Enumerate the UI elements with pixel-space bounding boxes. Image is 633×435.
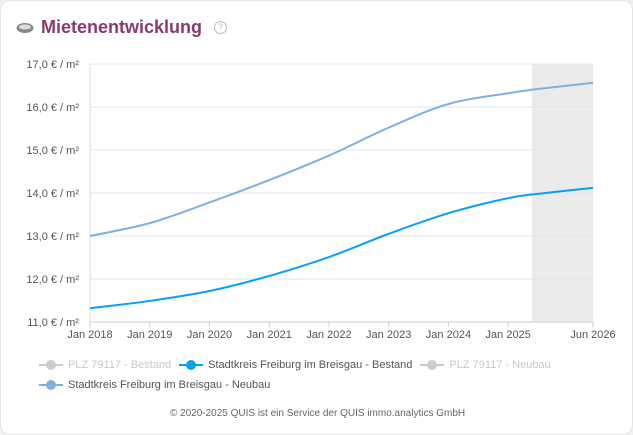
x-tick-label: Jan 2020 [187,329,232,341]
card-header: Mietenentwicklung ? [15,17,228,38]
series-line [89,186,594,310]
x-tick-label: Jun 2026 [570,329,615,341]
legend-item[interactable]: PLZ 79117 - Neubau [420,359,551,371]
y-tick-label: 12,0 € / m² [26,274,79,286]
copyright-footer: © 2020-2025 QUIS ist ein Service der QUI… [169,408,466,419]
coins-icon [16,22,34,33]
x-tick-label: Jan 2019 [127,329,172,341]
x-tick-label: Jan 2023 [366,329,411,341]
legend-item[interactable]: Stadtkreis Freiburg im Breisgau - Bestan… [179,359,412,371]
y-tick-label: 17,0 € / m² [26,59,79,71]
legend-marker-icon [39,380,63,390]
line-chart: 11,0 € / m² 12,0 € / m² 13,0 € / m² 14,0 € … [26,59,615,341]
series-line [89,81,594,237]
y-tick-label: 13,0 € / m² [26,231,79,243]
legend-marker-icon [420,360,445,370]
y-tick-label: 15,0 € / m² [26,145,79,157]
card-title: Mietenentwicklung [41,17,203,37]
y-tick-label: 16,0 € / m² [26,102,79,114]
legend-label: PLZ 79117 - Bestand [68,359,172,371]
legend-marker-icon [39,360,63,370]
x-tick-label: Jan 2018 [67,329,112,341]
legend-label: Stadtkreis Freiburg im Breisgau - Neubau [68,379,271,391]
help-icon[interactable]: ? [214,21,228,34]
x-tick-label: Jan 2021 [247,329,292,341]
legend-label: Stadtkreis Freiburg im Breisgau - Bestan… [208,359,413,371]
legend-label: PLZ 79117 - Neubau [449,359,551,371]
legend-item[interactable]: Stadtkreis Freiburg im Breisgau - Neubau [39,379,270,391]
legend-item[interactable]: PLZ 79117 - Bestand [39,359,171,371]
x-tick-label: Jan 2024 [426,329,471,341]
legend-marker-icon [179,360,204,370]
y-tick-label: 11,0 € / m² [27,317,79,329]
y-tick-label: 14,0 € / m² [26,188,79,200]
legend: PLZ 79117 - Bestand Stadtkreis Freiburg i… [39,359,609,391]
x-tick-label: Jan 2025 [486,329,531,341]
x-tick-label: Jan 2022 [306,329,351,341]
